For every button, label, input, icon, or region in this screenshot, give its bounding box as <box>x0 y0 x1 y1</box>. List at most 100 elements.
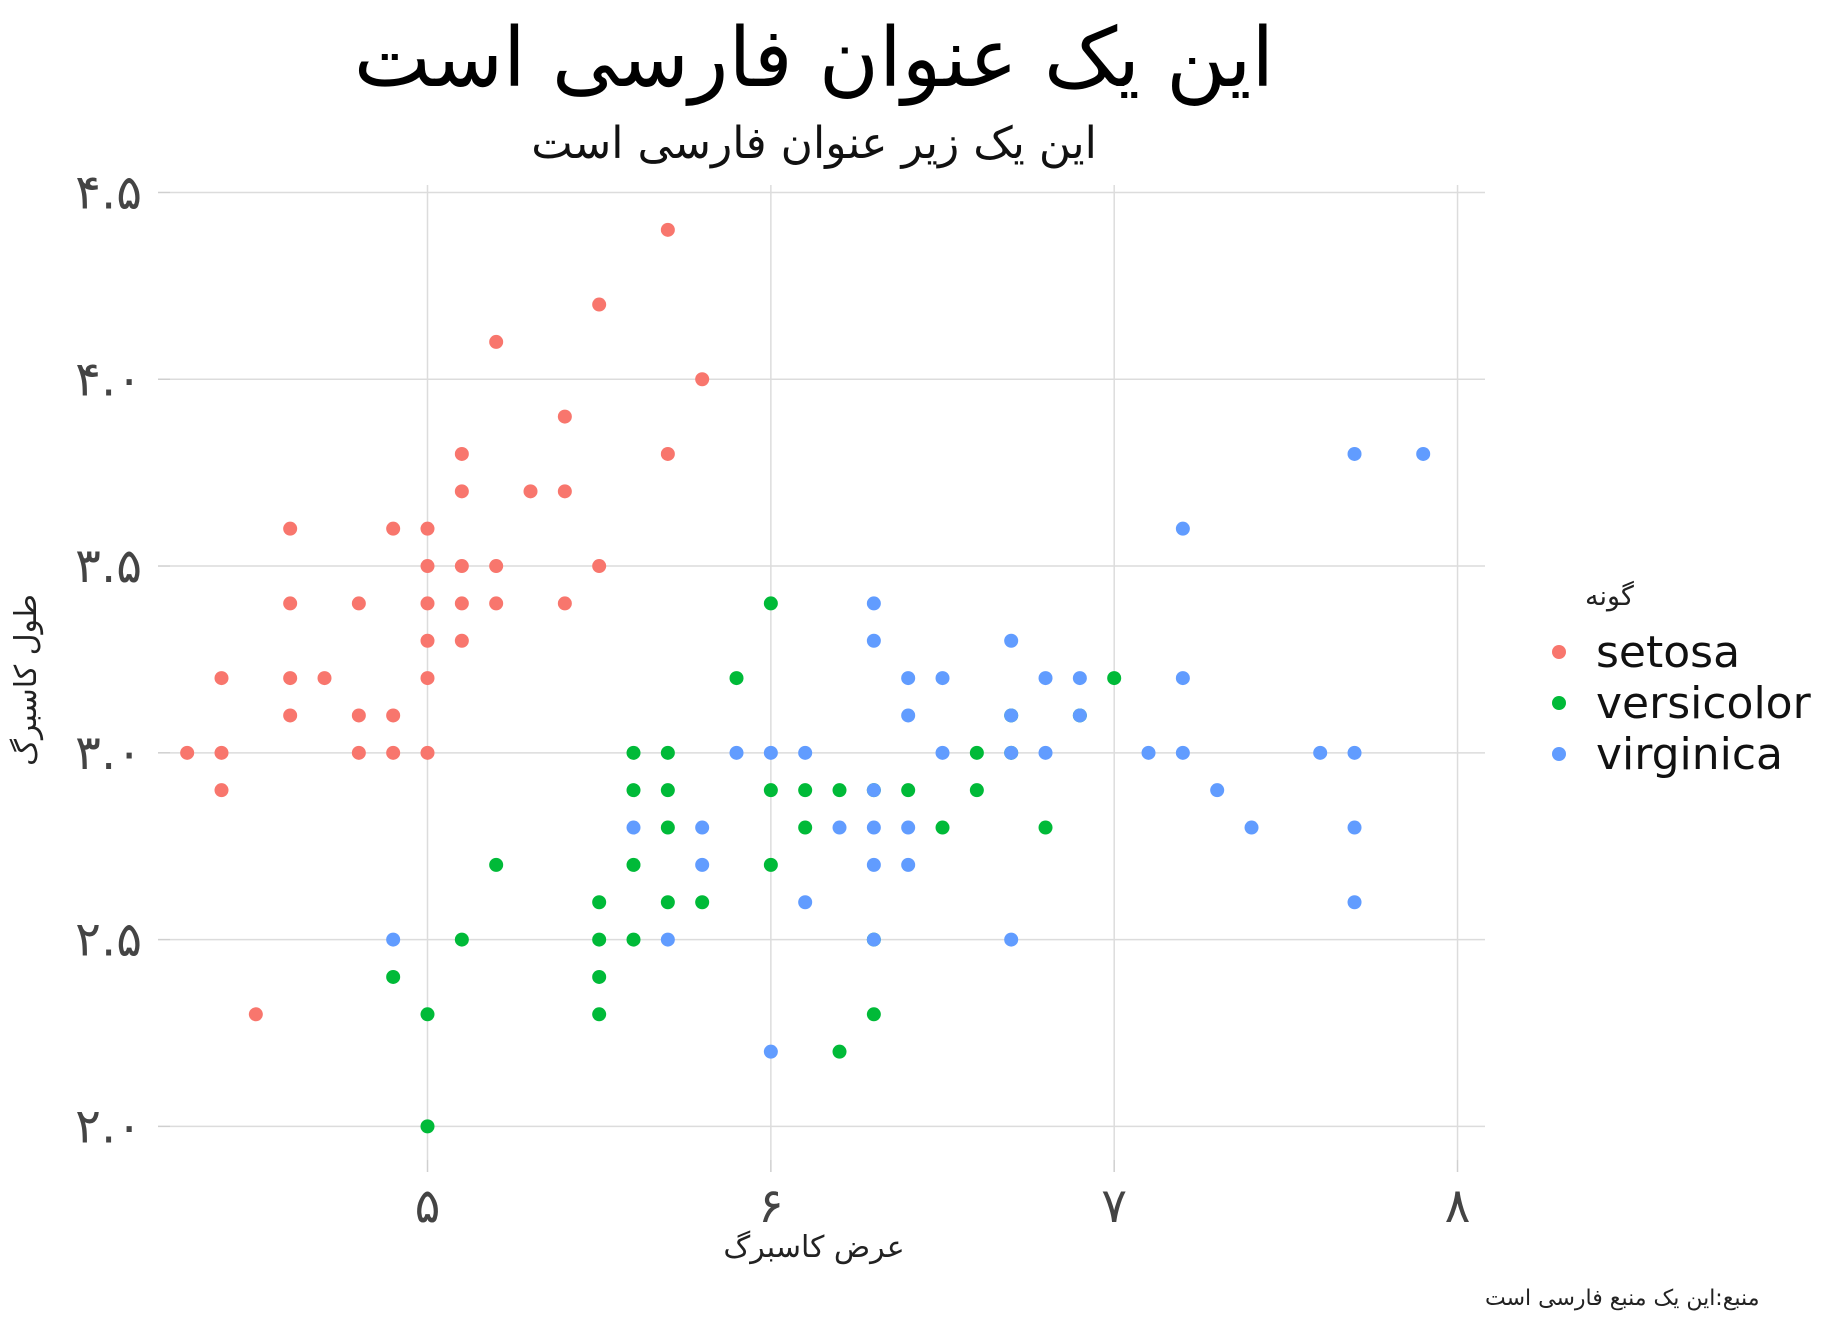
data-point-setosa <box>283 596 298 611</box>
data-point-virginica <box>1004 633 1019 648</box>
legend-label-setosa: setosa <box>1596 627 1740 678</box>
data-point-virginica <box>866 783 881 798</box>
data-point-versicolor <box>420 1007 435 1022</box>
data-point-versicolor <box>1038 820 1053 835</box>
data-point-versicolor <box>1107 671 1122 686</box>
data-point-versicolor <box>969 745 984 760</box>
data-point-virginica <box>1210 783 1225 798</box>
data-point-setosa <box>489 559 504 574</box>
data-point-setosa <box>454 484 469 499</box>
data-point-virginica <box>935 671 950 686</box>
data-point-virginica <box>1175 671 1190 686</box>
data-point-setosa <box>592 297 607 312</box>
legend-title: گونه <box>1585 580 1634 612</box>
axis-ticks: ۲.۰ ۲.۵ ۳.۰ ۳.۵ ۴.۰ ۴.۵ ۵ ۶ ۷ ۸ <box>75 164 1470 1234</box>
data-point-virginica <box>1038 671 1053 686</box>
data-point-setosa <box>695 372 710 387</box>
data-point-versicolor <box>626 783 641 798</box>
data-point-virginica <box>1072 671 1087 686</box>
data-point-virginica <box>832 820 847 835</box>
data-point-virginica <box>626 820 641 835</box>
data-point-virginica <box>660 932 675 947</box>
data-point-versicolor <box>660 783 675 798</box>
data-point-setosa <box>283 708 298 723</box>
data-point-setosa <box>557 484 572 499</box>
legend-label-versicolor: versicolor <box>1596 678 1812 729</box>
data-point-setosa <box>420 633 435 648</box>
data-point-versicolor <box>660 820 675 835</box>
data-point-versicolor <box>866 1007 881 1022</box>
data-point-versicolor <box>935 820 950 835</box>
data-point-versicolor <box>592 1007 607 1022</box>
legend-label-virginica: virginica <box>1596 729 1783 780</box>
data-point-versicolor <box>592 969 607 984</box>
y-tick-label: ۳.۵ <box>75 538 142 594</box>
y-tick-label: ۳.۰ <box>75 725 142 781</box>
data-point-versicolor <box>832 1044 847 1059</box>
data-point-setosa <box>523 484 538 499</box>
data-point-setosa <box>454 633 469 648</box>
x-axis-title: عرض کاسبرگ <box>723 1229 904 1265</box>
data-point-versicolor <box>626 745 641 760</box>
data-point-versicolor <box>454 932 469 947</box>
data-point-versicolor <box>660 745 675 760</box>
data-point-setosa <box>454 446 469 461</box>
data-point-virginica <box>1141 745 1156 760</box>
data-point-virginica <box>866 596 881 611</box>
data-point-versicolor <box>763 857 778 872</box>
data-point-versicolor <box>901 783 916 798</box>
data-point-versicolor <box>798 820 813 835</box>
data-point-virginica <box>901 857 916 872</box>
data-point-setosa <box>592 559 607 574</box>
data-point-virginica <box>1313 745 1328 760</box>
data-point-virginica <box>866 932 881 947</box>
y-axis-title: طول کاسبرگ <box>8 594 44 766</box>
data-point-setosa <box>248 1007 263 1022</box>
data-point-setosa <box>557 596 572 611</box>
data-point-virginica <box>1347 895 1362 910</box>
y-tick-label: ۲.۰ <box>75 1098 142 1154</box>
data-point-setosa <box>180 745 195 760</box>
x-tick-label: ۷ <box>1101 1178 1127 1234</box>
data-point-versicolor <box>489 857 504 872</box>
data-point-virginica <box>901 708 916 723</box>
data-point-virginica <box>866 633 881 648</box>
data-point-versicolor <box>420 1119 435 1134</box>
data-point-virginica <box>798 895 813 910</box>
data-point-virginica <box>1004 745 1019 760</box>
data-point-versicolor <box>386 969 401 984</box>
data-point-versicolor <box>592 895 607 910</box>
data-point-virginica <box>1072 708 1087 723</box>
data-point-virginica <box>695 857 710 872</box>
data-point-setosa <box>386 521 401 536</box>
data-point-virginica <box>1347 745 1362 760</box>
data-point-setosa <box>660 446 675 461</box>
data-point-setosa <box>351 596 366 611</box>
chart-title: این یک عنوان فارسی است <box>354 11 1274 106</box>
data-point-versicolor <box>592 932 607 947</box>
data-point-virginica <box>798 745 813 760</box>
data-point-virginica <box>695 820 710 835</box>
data-point-setosa <box>489 334 504 349</box>
data-point-virginica <box>1244 820 1259 835</box>
data-point-virginica <box>866 857 881 872</box>
data-point-setosa <box>351 708 366 723</box>
data-point-virginica <box>1175 745 1190 760</box>
data-point-versicolor <box>729 671 744 686</box>
data-point-setosa <box>214 745 229 760</box>
data-point-setosa <box>454 559 469 574</box>
y-tick-label: ۲.۵ <box>75 912 142 968</box>
data-point-virginica <box>866 820 881 835</box>
data-point-virginica <box>1004 932 1019 947</box>
data-point-setosa <box>660 222 675 237</box>
data-point-setosa <box>214 783 229 798</box>
legend-key-versicolor <box>1552 696 1566 710</box>
data-point-setosa <box>317 671 332 686</box>
data-point-versicolor <box>763 596 778 611</box>
chart-caption: منبع:این یک منبع فارسی است <box>1485 1286 1759 1311</box>
data-point-virginica <box>1038 745 1053 760</box>
data-point-setosa <box>386 745 401 760</box>
data-point-virginica <box>729 745 744 760</box>
data-point-setosa <box>420 559 435 574</box>
